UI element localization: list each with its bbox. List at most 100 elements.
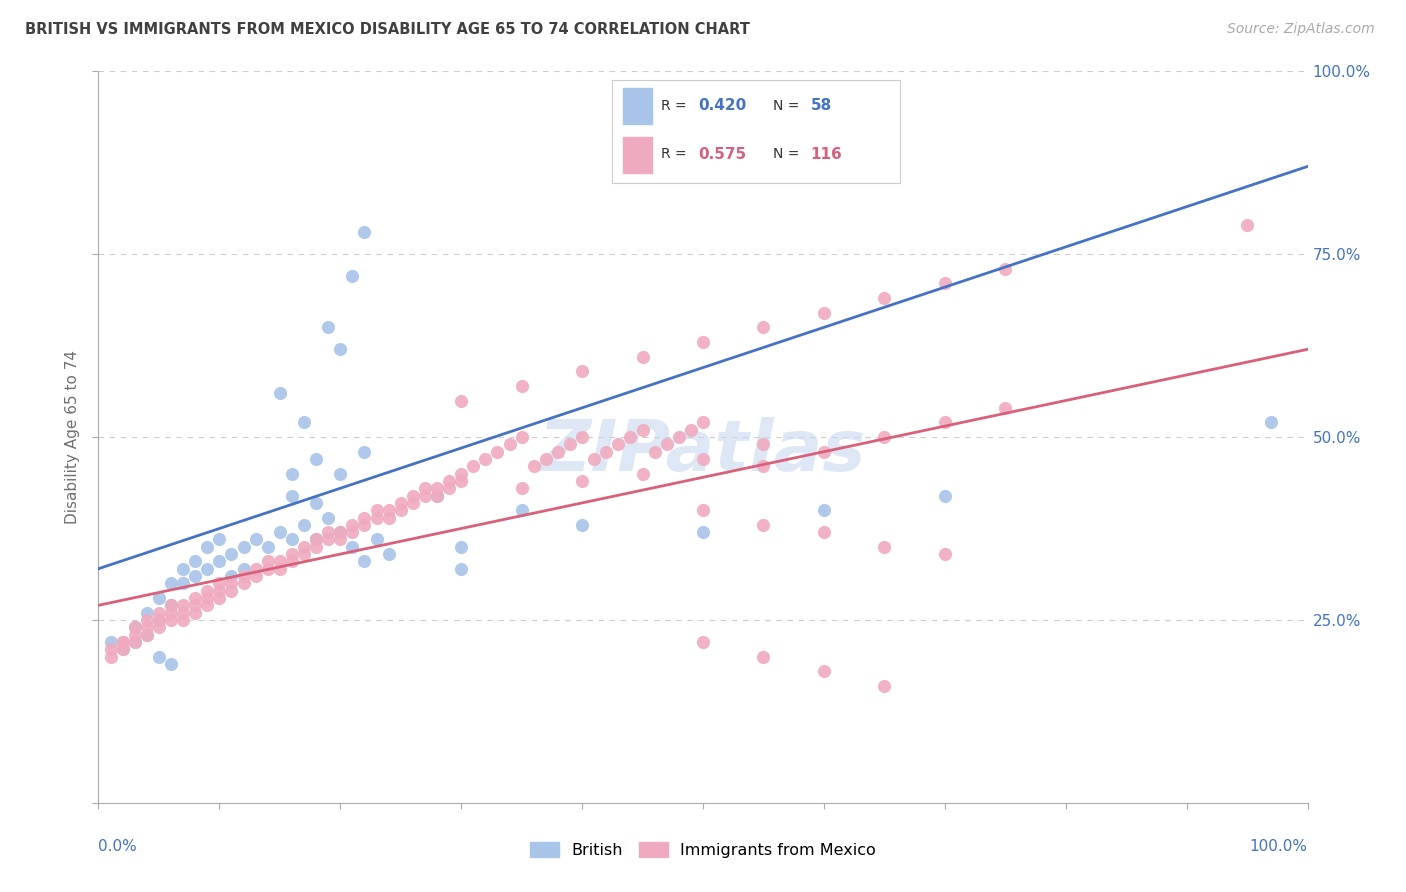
Point (873, 430, 896, 444)
Point (172, 613, 194, 627)
Point (160, 613, 183, 627)
Point (221, 576, 243, 591)
Point (813, 503, 835, 517)
Point (366, 510, 388, 524)
Point (631, 467, 654, 481)
Point (195, 583, 218, 598)
Point (135, 627, 157, 641)
Point (160, 599, 183, 613)
Point (160, 576, 183, 591)
Point (752, 517, 775, 532)
Point (292, 540, 315, 554)
Point (184, 591, 207, 605)
Point (994, 261, 1017, 276)
Point (353, 554, 375, 568)
Point (583, 452, 606, 467)
Text: 58: 58 (810, 98, 832, 113)
Point (437, 474, 460, 488)
Point (124, 627, 146, 641)
Point (208, 591, 231, 605)
Point (679, 423, 702, 437)
Point (752, 320, 775, 334)
Point (195, 591, 218, 605)
Point (316, 510, 339, 524)
Point (631, 423, 654, 437)
Point (195, 562, 218, 576)
Point (329, 525, 352, 540)
Point (111, 635, 134, 649)
Point (232, 576, 254, 591)
Point (934, 416, 956, 430)
Point (692, 416, 714, 430)
Point (450, 467, 472, 481)
Point (195, 599, 218, 613)
Point (305, 540, 328, 554)
Point (148, 606, 170, 620)
Point (353, 225, 375, 239)
Point (184, 599, 207, 613)
Point (571, 430, 593, 444)
Point (752, 649, 775, 664)
Point (353, 517, 375, 532)
Point (342, 269, 364, 284)
Point (571, 474, 593, 488)
Point (195, 540, 218, 554)
Point (148, 620, 170, 634)
Point (450, 393, 472, 408)
Point (1260, 416, 1282, 430)
Text: N =: N = (773, 99, 804, 113)
Point (510, 481, 533, 495)
Bar (623, 88, 652, 124)
Point (111, 642, 134, 657)
Point (510, 379, 533, 393)
Point (221, 569, 243, 583)
Point (305, 496, 328, 510)
Text: 0.420: 0.420 (699, 98, 747, 113)
Point (329, 533, 352, 547)
Point (269, 386, 291, 401)
Point (607, 437, 630, 451)
Point (426, 481, 449, 495)
Point (269, 562, 291, 576)
Point (463, 459, 485, 474)
Point (208, 533, 231, 547)
Point (534, 452, 557, 467)
Point (100, 649, 122, 664)
Point (124, 635, 146, 649)
Point (135, 613, 157, 627)
Point (377, 547, 399, 561)
Point (377, 503, 399, 517)
Point (256, 554, 278, 568)
Point (631, 350, 654, 364)
Point (813, 664, 835, 678)
Point (934, 489, 956, 503)
Point (668, 430, 690, 444)
Point (208, 583, 231, 598)
Point (934, 277, 956, 291)
Point (292, 547, 315, 561)
Point (873, 679, 896, 693)
Point (389, 503, 412, 517)
Point (269, 525, 291, 540)
Point (232, 540, 254, 554)
Point (305, 533, 328, 547)
Text: 100.0%: 100.0% (1250, 839, 1308, 855)
Point (692, 452, 714, 467)
Point (292, 416, 315, 430)
Point (342, 525, 364, 540)
Point (135, 620, 157, 634)
Point (426, 489, 449, 503)
Point (316, 525, 339, 540)
Point (813, 444, 835, 458)
Point (172, 599, 194, 613)
Point (281, 533, 304, 547)
Point (232, 569, 254, 583)
Point (281, 489, 304, 503)
Point (474, 452, 496, 467)
Point (256, 540, 278, 554)
Point (571, 364, 593, 378)
Point (281, 467, 304, 481)
Point (316, 320, 339, 334)
Point (486, 444, 509, 458)
Point (184, 606, 207, 620)
